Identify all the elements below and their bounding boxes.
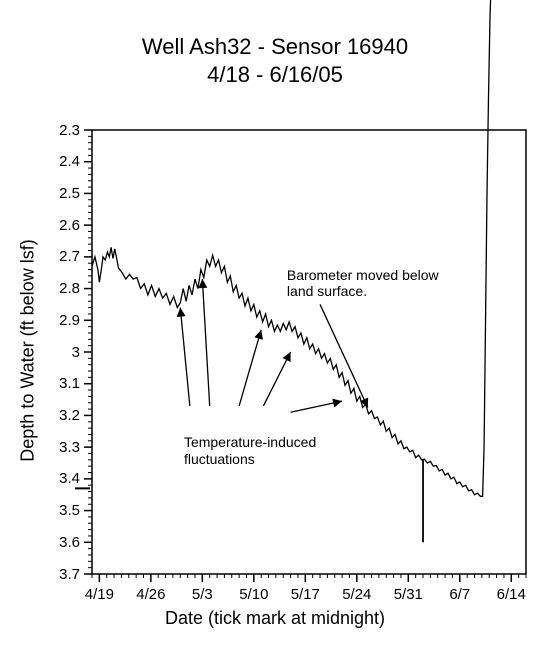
y-tick-label: 2.9 (59, 312, 80, 329)
annotation-barometer: Barometer moved belowland surface. (287, 267, 439, 299)
x-tick-label: 5/17 (280, 586, 330, 603)
y-tick-label: 2.8 (59, 280, 80, 297)
y-tick-label: 2.4 (59, 153, 80, 170)
annotation-text: land surface. (287, 283, 367, 299)
annotation-text: Barometer moved below (287, 267, 439, 283)
x-tick-label: 5/31 (383, 586, 433, 603)
x-tick-label: 5/24 (332, 586, 382, 603)
y-tick-label: 2.3 (59, 122, 80, 139)
chart-svg (0, 0, 550, 648)
x-tick-label: 4/26 (126, 586, 176, 603)
y-tick-label: 3.5 (59, 502, 80, 519)
annotation-text: Temperature-induced (184, 434, 316, 450)
annotation-text: fluctuations (184, 451, 255, 467)
y-tick-label: 3.1 (59, 375, 80, 392)
x-tick-label: 5/10 (229, 586, 279, 603)
annotation-temp-fluctuations: Temperature-inducedfluctuations (184, 434, 316, 466)
data-series-line (92, 0, 526, 496)
x-tick-label: 6/7 (435, 586, 485, 603)
y-tick-label: 2.7 (59, 248, 80, 265)
y-tick-label: 3.7 (59, 566, 80, 583)
y-tick-label: 3.3 (59, 439, 80, 456)
chart-container: Well Ash32 - Sensor 16940 4/18 - 6/16/05… (0, 0, 550, 648)
x-tick-label: 5/3 (177, 586, 227, 603)
x-tick-label: 6/14 (486, 586, 536, 603)
y-tick-label: 2.5 (59, 185, 80, 202)
x-tick-label: 4/19 (74, 586, 124, 603)
y-tick-label: 3.4 (59, 470, 80, 487)
y-tick-label: 3.2 (59, 407, 80, 424)
y-tick-label: 2.6 (59, 217, 80, 234)
y-tick-label: 3.6 (59, 534, 80, 551)
y-tick-label: 3 (72, 344, 80, 361)
